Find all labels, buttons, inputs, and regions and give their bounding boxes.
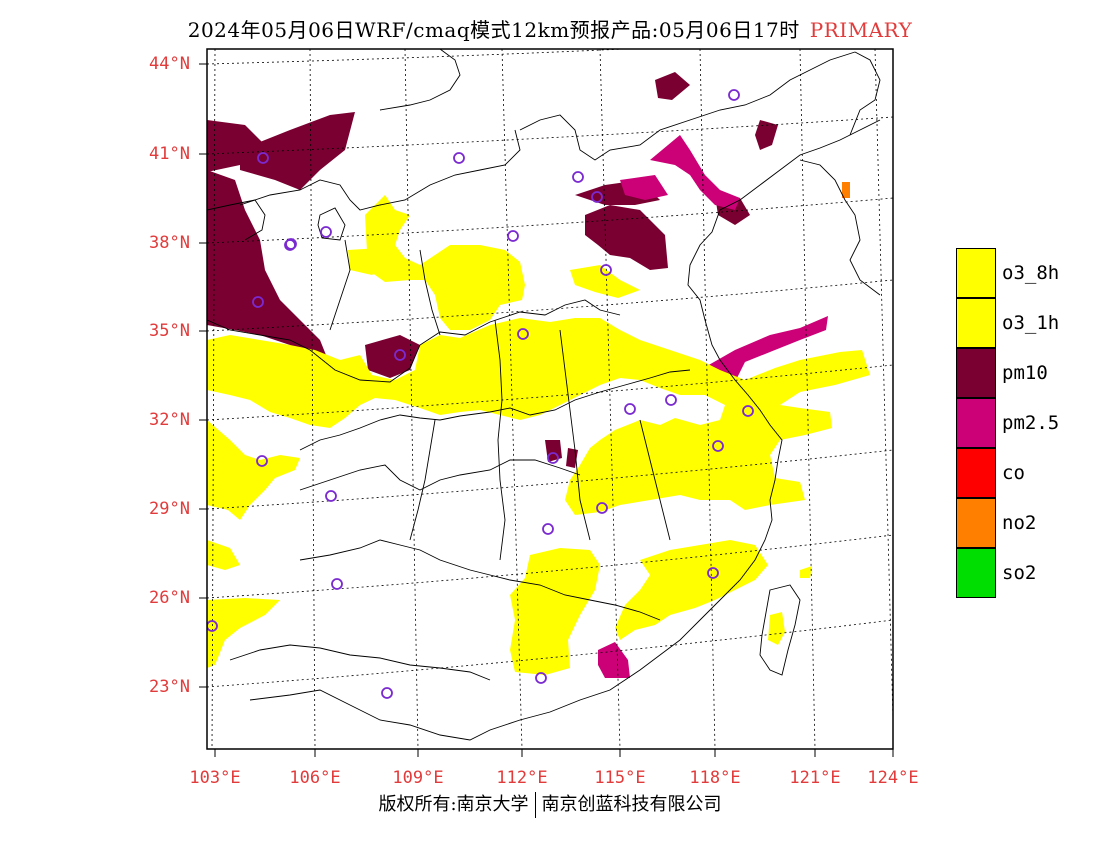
- legend-swatch-pm10: [956, 348, 996, 398]
- copyright-company: 南京创蓝科技有限公司: [541, 794, 722, 815]
- legend-swatch-co: [956, 448, 996, 498]
- lon-label-118: 118°E: [689, 768, 741, 788]
- lon-label-124: 124°E: [867, 768, 919, 788]
- lat-label-38: 38°N: [149, 233, 190, 253]
- map-title: 2024年05月06日WRF/cmaq模式12km预报产品:05月06日17时 P…: [0, 14, 1100, 43]
- legend-label-so2: so2: [1002, 562, 1037, 584]
- lat-label-29: 29°N: [149, 499, 190, 519]
- lat-label-44: 44°N: [149, 54, 190, 74]
- lon-label-106: 106°E: [289, 768, 341, 788]
- lon-label-109: 109°E: [392, 768, 444, 788]
- lat-label-32: 32°N: [149, 410, 190, 430]
- map-layers: [207, 49, 893, 749]
- footer-divider: [534, 792, 536, 818]
- lat-label-41: 41°N: [149, 144, 190, 164]
- lat-label-23: 23°N: [149, 677, 190, 697]
- legend-label-no2: no2: [1002, 512, 1037, 534]
- lon-label-115: 115°E: [594, 768, 646, 788]
- legend-label-o3-1h: o3_1h: [1002, 312, 1060, 334]
- lat-label-26: 26°N: [149, 588, 190, 608]
- copyright-footer: 版权所有:南京大学 南京创蓝科技有限公司: [0, 790, 1100, 818]
- legend-label-o3-8h: o3_8h: [1002, 262, 1060, 284]
- legend-label-co: co: [1002, 462, 1025, 484]
- legend-swatch-no2: [956, 498, 996, 548]
- legend-label-pm10: pm10: [1002, 362, 1048, 384]
- title-tag: PRIMARY: [809, 18, 913, 42]
- boundaries: [207, 49, 881, 741]
- graticule: [207, 49, 893, 749]
- legend-label-pm25: pm2.5: [1002, 412, 1060, 434]
- tick-marks: [199, 63, 894, 757]
- title-text: 2024年05月06日WRF/cmaq模式12km预报产品:05月06日17时: [187, 18, 800, 42]
- legend-swatch-o3-8h: [956, 248, 996, 298]
- lon-label-121: 121°E: [789, 768, 841, 788]
- no2-area: [842, 182, 850, 198]
- legend-swatch-o3-1h: [956, 298, 996, 348]
- pm25-areas: [598, 135, 828, 678]
- lon-label-112: 112°E: [496, 768, 548, 788]
- station-markers: [207, 89, 754, 699]
- legend-swatch-pm25: [956, 398, 996, 448]
- copyright-owner: 版权所有:南京大学: [378, 794, 529, 815]
- map-frame: [206, 48, 894, 750]
- lat-label-35: 35°N: [149, 321, 190, 341]
- lon-label-103: 103°E: [189, 768, 241, 788]
- o3-areas: [207, 195, 870, 675]
- legend-swatch-so2: [956, 548, 996, 598]
